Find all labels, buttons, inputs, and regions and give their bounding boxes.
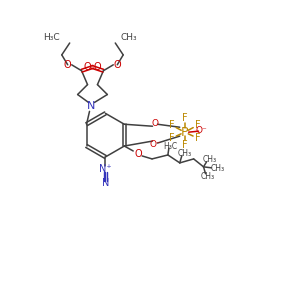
Text: F: F	[182, 113, 188, 123]
Text: F: F	[182, 140, 188, 150]
Text: O⁻: O⁻	[196, 126, 207, 135]
Text: O: O	[64, 60, 71, 70]
Text: H₃C: H₃C	[163, 142, 177, 151]
Text: O: O	[152, 119, 159, 128]
Text: F: F	[195, 133, 200, 143]
Text: CH₃: CH₃	[200, 172, 214, 181]
Text: CH₃: CH₃	[178, 149, 192, 158]
Text: N⁺: N⁺	[99, 164, 112, 174]
Text: F: F	[169, 133, 175, 143]
Text: CH₃: CH₃	[210, 164, 224, 173]
Text: O⁻: O⁻	[150, 140, 161, 148]
Text: N: N	[102, 178, 109, 188]
Text: N: N	[87, 101, 96, 111]
Text: O: O	[84, 62, 91, 72]
Text: H₃C: H₃C	[43, 33, 60, 42]
Text: F: F	[195, 120, 200, 130]
Text: O: O	[94, 62, 101, 72]
Text: F: F	[169, 120, 175, 130]
Text: O: O	[134, 149, 142, 159]
Text: O: O	[113, 60, 121, 70]
Text: CH₃: CH₃	[202, 155, 217, 164]
Text: CH₃: CH₃	[121, 33, 137, 42]
Text: P: P	[181, 126, 188, 139]
